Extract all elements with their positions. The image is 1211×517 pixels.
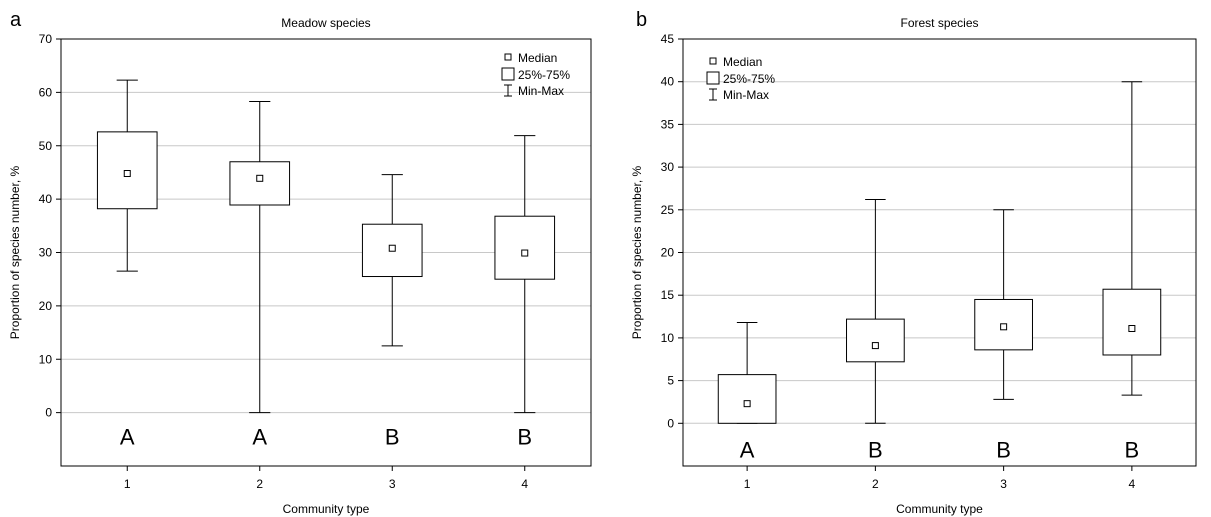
y-tick-label: 0 — [667, 416, 674, 430]
median-marker — [256, 174, 264, 182]
group-letter: B — [996, 437, 1011, 462]
iqr-box — [229, 161, 291, 206]
panel-label: b — [636, 9, 647, 31]
median-marker — [1128, 325, 1136, 333]
legend-iqr-symbol — [501, 67, 515, 81]
y-tick-label: 40 — [661, 75, 675, 89]
group-letter: A — [252, 425, 267, 450]
chart-title: Forest species — [900, 16, 978, 30]
legend-median-label: Median — [518, 51, 557, 65]
legend: Median 25%-75% Min-Max — [706, 55, 775, 102]
y-tick-label: 35 — [661, 117, 675, 131]
legend: Median 25%-75% Min-Max — [501, 51, 570, 98]
x-tick-label: 4 — [1129, 477, 1136, 491]
y-tick-label: 25 — [661, 203, 675, 217]
x-axis-label: Community type — [283, 502, 370, 516]
legend-minmax-label: Min-Max — [723, 88, 769, 102]
y-tick-label: 10 — [39, 352, 53, 366]
x-tick-label: 1 — [744, 477, 751, 491]
median-marker — [743, 400, 751, 408]
box-2: B — [846, 199, 905, 462]
group-letter: A — [120, 425, 135, 450]
group-letter: B — [517, 425, 532, 450]
y-axis-label: Proportion of species number, % — [8, 165, 22, 339]
group-letter: A — [740, 437, 755, 462]
iqr-box — [846, 318, 905, 363]
box-2: A — [229, 100, 291, 450]
y-tick-label: 30 — [39, 246, 53, 260]
y-tick-label: 40 — [39, 192, 53, 206]
y-tick-label: 5 — [667, 374, 674, 388]
group-letter: B — [1125, 437, 1140, 462]
x-tick-label: 3 — [1000, 477, 1007, 491]
box-3: B — [974, 209, 1033, 462]
y-tick-label: 15 — [661, 288, 675, 302]
y-tick-label: 20 — [661, 246, 675, 260]
median-marker — [521, 249, 529, 257]
legend-iqr-symbol — [706, 71, 720, 85]
iqr-box — [974, 298, 1033, 351]
y-tick-label: 70 — [39, 32, 53, 46]
y-tick-label: 0 — [45, 406, 52, 420]
median-marker — [123, 170, 131, 178]
x-tick-label: 1 — [124, 477, 131, 491]
legend-median-symbol — [709, 57, 717, 65]
legend-minmax-label: Min-Max — [518, 84, 564, 98]
chart-title: Meadow species — [281, 16, 370, 30]
median-marker — [1000, 323, 1008, 331]
x-tick-label: 2 — [872, 477, 879, 491]
y-tick-label: 10 — [661, 331, 675, 345]
box-1: A — [717, 322, 777, 462]
x-tick-label: 4 — [521, 477, 528, 491]
median-marker — [871, 342, 879, 350]
y-tick-label: 30 — [661, 160, 675, 174]
x-tick-label: 2 — [256, 477, 263, 491]
chart-panel-b: b Forest species 0 5 10 15 20 25 30 35 40 45 1 2 3 4 Com… — [630, 9, 1197, 516]
box-4: B — [494, 135, 556, 450]
box-3: B — [361, 174, 423, 450]
panel-label: a — [10, 9, 22, 31]
legend-median-label: Median — [723, 55, 762, 69]
group-letter: B — [385, 425, 400, 450]
box-4: B — [1102, 81, 1162, 462]
legend-median-symbol — [504, 53, 512, 61]
x-tick-label: 3 — [389, 477, 396, 491]
legend-iqr-label: 25%-75% — [723, 72, 775, 86]
group-letter: B — [868, 437, 883, 462]
y-tick-label: 45 — [661, 32, 675, 46]
y-tick-label: 60 — [39, 85, 53, 99]
chart-panel-a: a Meadow species 0 10 20 30 40 50 60 70 1 2 3 4 Commun… — [8, 9, 592, 516]
iqr-box — [1102, 288, 1162, 356]
legend-iqr-label: 25%-75% — [518, 68, 570, 82]
iqr-box — [717, 374, 777, 424]
box-1: A — [96, 79, 158, 450]
y-tick-label: 20 — [39, 299, 53, 313]
iqr-box — [494, 215, 556, 280]
y-axis-label: Proportion of species number, % — [630, 165, 644, 339]
y-tick-label: 50 — [39, 139, 53, 153]
x-axis-label: Community type — [896, 502, 983, 516]
median-marker — [388, 244, 396, 252]
